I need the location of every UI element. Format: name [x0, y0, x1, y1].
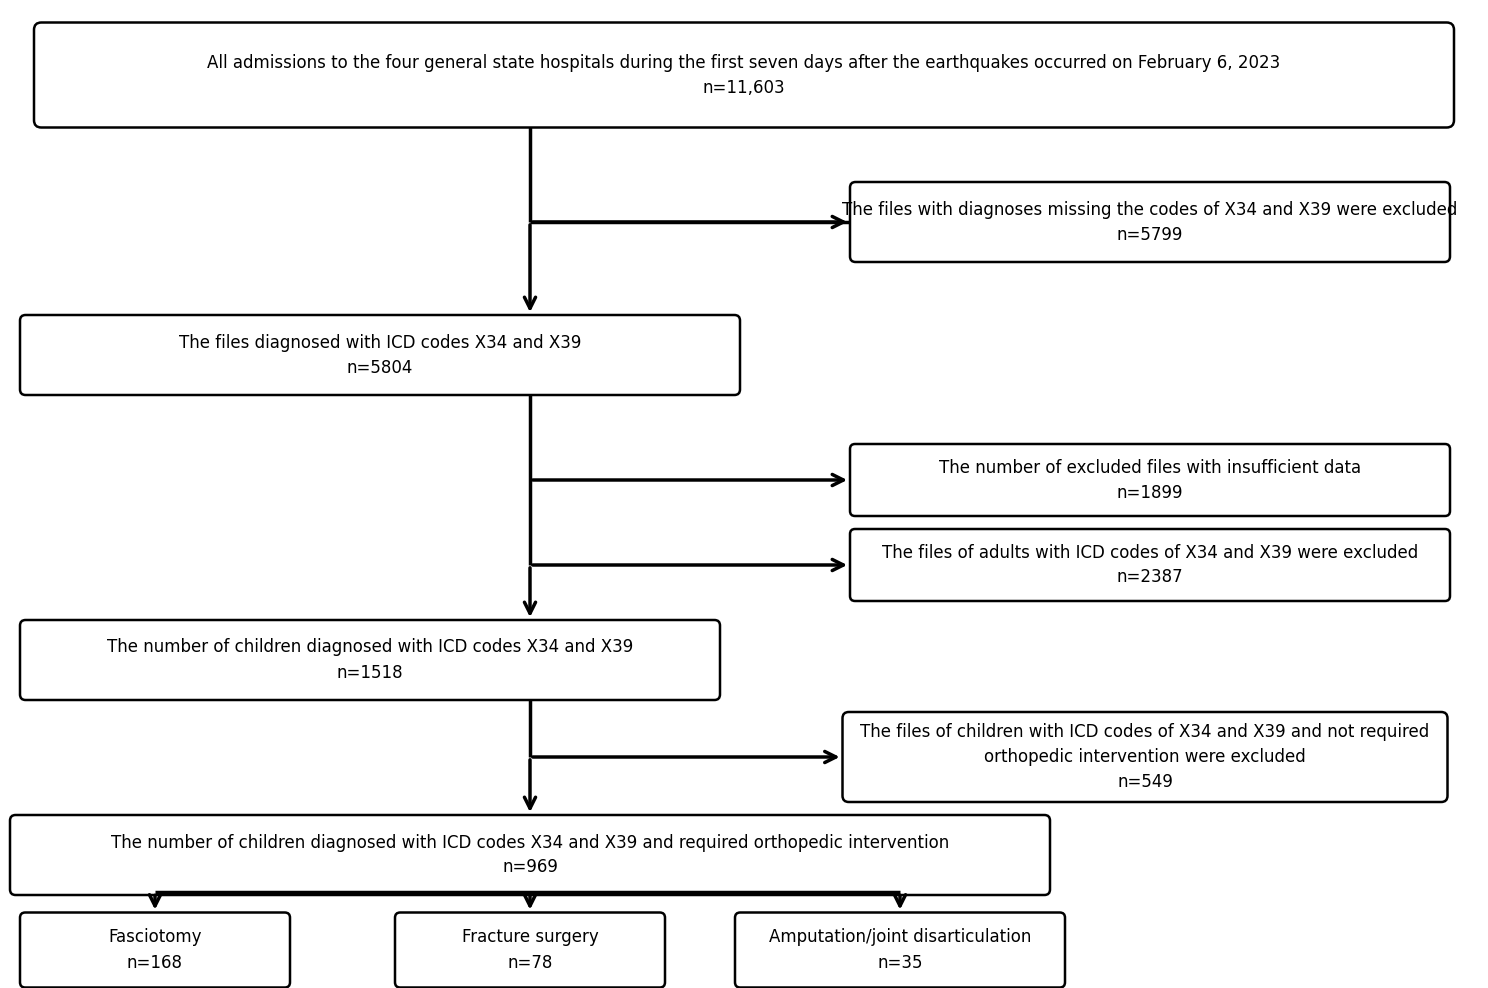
- Text: The number of excluded files with insufficient data
n=1899: The number of excluded files with insuff…: [939, 458, 1362, 502]
- Text: The number of children diagnosed with ICD codes X34 and X39 and required orthope: The number of children diagnosed with IC…: [112, 834, 949, 876]
- FancyBboxPatch shape: [842, 712, 1448, 802]
- Text: Fracture surgery
n=78: Fracture surgery n=78: [461, 929, 598, 971]
- FancyBboxPatch shape: [34, 23, 1454, 127]
- FancyBboxPatch shape: [735, 913, 1065, 987]
- FancyBboxPatch shape: [850, 182, 1449, 262]
- Text: The files diagnosed with ICD codes X34 and X39
n=5804: The files diagnosed with ICD codes X34 a…: [179, 334, 582, 376]
- Text: Amputation/joint disarticulation
n=35: Amputation/joint disarticulation n=35: [769, 929, 1031, 971]
- FancyBboxPatch shape: [10, 815, 1051, 895]
- Text: The number of children diagnosed with ICD codes X34 and X39
n=1518: The number of children diagnosed with IC…: [107, 638, 632, 682]
- FancyBboxPatch shape: [19, 620, 720, 700]
- FancyBboxPatch shape: [850, 444, 1449, 516]
- FancyBboxPatch shape: [19, 913, 290, 987]
- Text: Fasciotomy
n=168: Fasciotomy n=168: [109, 929, 202, 971]
- FancyBboxPatch shape: [394, 913, 665, 987]
- Text: The files with diagnoses missing the codes of X34 and X39 were excluded
n=5799: The files with diagnoses missing the cod…: [842, 201, 1458, 243]
- FancyBboxPatch shape: [850, 529, 1449, 601]
- FancyBboxPatch shape: [19, 315, 740, 395]
- Text: The files of adults with ICD codes of X34 and X39 were excluded
n=2387: The files of adults with ICD codes of X3…: [882, 543, 1418, 587]
- Text: The files of children with ICD codes of X34 and X39 and not required
orthopedic : The files of children with ICD codes of …: [860, 723, 1430, 791]
- Text: All admissions to the four general state hospitals during the first seven days a: All admissions to the four general state…: [207, 53, 1281, 97]
